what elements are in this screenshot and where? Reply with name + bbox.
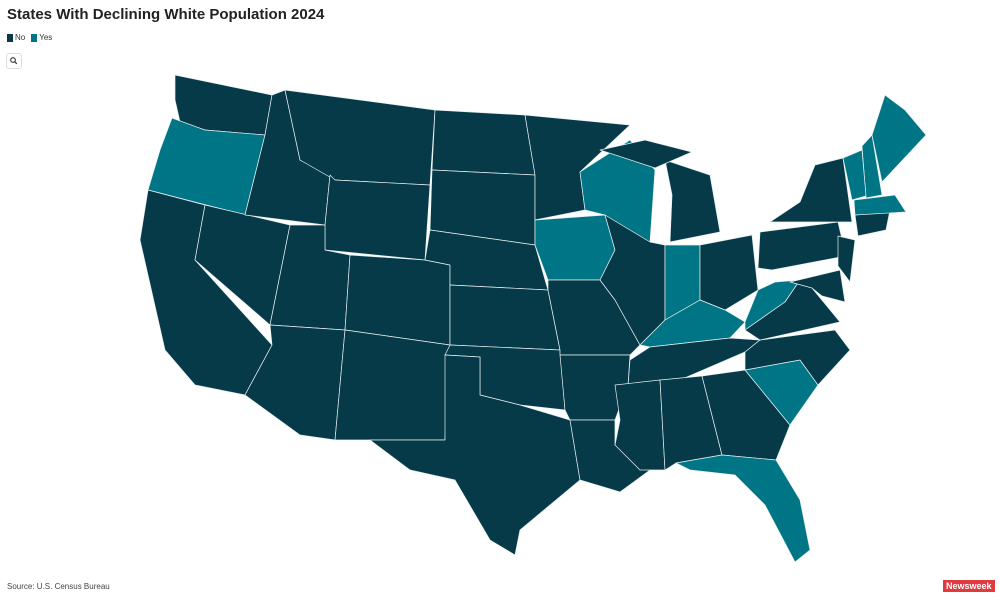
region[interactable]: [769, 157, 853, 223]
region[interactable]: [757, 221, 847, 271]
legend-swatch: [31, 33, 38, 42]
region[interactable]: [449, 284, 561, 351]
region[interactable]: [842, 149, 867, 201]
region[interactable]: [675, 454, 811, 563]
legend-item[interactable]: No: [7, 33, 25, 42]
logo: Newsweek: [943, 580, 995, 592]
region[interactable]: [789, 269, 846, 303]
region[interactable]: [431, 109, 536, 176]
region[interactable]: [701, 369, 791, 461]
legend-item[interactable]: Yes: [31, 33, 52, 42]
legend: No Yes: [7, 33, 52, 42]
region[interactable]: [344, 254, 451, 346]
region[interactable]: [837, 235, 856, 283]
region[interactable]: [853, 194, 907, 216]
region[interactable]: [369, 354, 581, 556]
region[interactable]: [699, 234, 759, 311]
legend-swatch: [7, 33, 13, 42]
region[interactable]: [599, 139, 693, 169]
legend-label: Yes: [39, 33, 53, 42]
title: States With Declining White Population 2…: [7, 6, 325, 23]
source: Source: U.S. Census Bureau: [7, 582, 110, 591]
region[interactable]: [334, 329, 451, 441]
legend-label: No: [15, 33, 26, 42]
region[interactable]: [871, 94, 927, 183]
region[interactable]: [324, 174, 431, 261]
search-button[interactable]: [6, 53, 22, 69]
region[interactable]: [744, 329, 851, 386]
region[interactable]: [664, 159, 721, 243]
region[interactable]: [534, 214, 616, 281]
search-icon: [10, 57, 18, 65]
